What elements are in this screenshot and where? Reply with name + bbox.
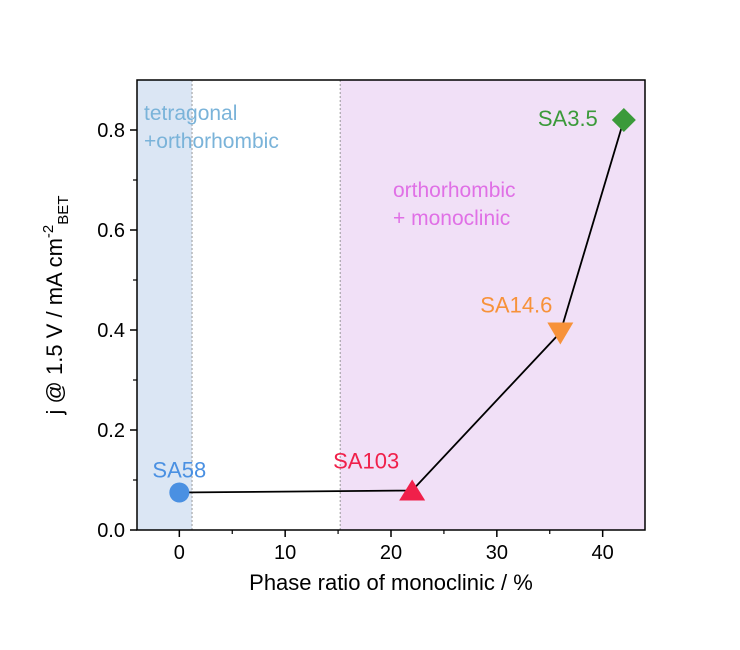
y-tick-label: 0.6 bbox=[97, 220, 125, 242]
x-tick-label: 20 bbox=[380, 542, 402, 564]
marker-sa14-6 bbox=[547, 322, 574, 345]
y-tick-label: 0.4 bbox=[97, 320, 125, 342]
axes: 0 10 20 30 40 0.0 0.2 0.4 0.6 0.8 bbox=[97, 79, 646, 564]
x-tick-label: 10 bbox=[274, 542, 296, 564]
region-monoclinic bbox=[340, 80, 645, 530]
region-label-monoclinic: orthorhombic bbox=[393, 179, 516, 202]
connecting-line bbox=[179, 119, 625, 494]
y-axis-label-main: j @ 1.5 V / mA cm bbox=[42, 238, 67, 415]
y-tick-label: 0.0 bbox=[97, 520, 125, 542]
x-tick-label: 0 bbox=[174, 542, 185, 564]
region-label-monoclinic: + monoclinic bbox=[393, 207, 510, 230]
region-label-tetragonal: tetragonal bbox=[144, 102, 237, 125]
y-tick-label: 0.8 bbox=[97, 120, 125, 142]
point-label-sa58: SA58 bbox=[152, 458, 206, 483]
x-tick-label: 40 bbox=[592, 542, 614, 564]
y-tick-label: 0.2 bbox=[97, 420, 125, 442]
y-axis-label-sub: BET bbox=[55, 196, 72, 225]
phase-region-labels: tetragonal +orthorhombic orthorhombic + mon… bbox=[144, 102, 516, 230]
y-axis-label: j @ 1.5 V / mA cm-2BET bbox=[40, 196, 72, 416]
point-label-sa14-6: SA14.6 bbox=[480, 293, 552, 318]
region-label-tetragonal: +orthorhombic bbox=[144, 130, 279, 153]
x-tick-label: 30 bbox=[486, 542, 508, 564]
point-label-sa3-5: SA3.5 bbox=[538, 106, 598, 131]
phase-regions bbox=[137, 80, 645, 530]
region-tetragonal bbox=[137, 80, 193, 530]
point-label-sa103: SA103 bbox=[333, 449, 399, 474]
data-markers bbox=[169, 108, 636, 503]
series-line bbox=[179, 119, 625, 494]
x-axis-label: Phase ratio of monoclinic / % bbox=[249, 570, 533, 595]
data-point-labels: SA58 SA103 SA14.6 SA3.5 bbox=[152, 106, 597, 483]
marker-sa3-5 bbox=[611, 108, 636, 132]
y-axis-label-sup: -2 bbox=[40, 225, 57, 238]
marker-sa58 bbox=[169, 482, 190, 503]
marker-sa103 bbox=[399, 479, 426, 501]
